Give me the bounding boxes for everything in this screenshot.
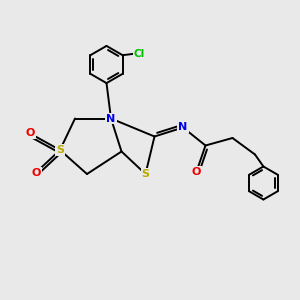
Text: N: N [106, 113, 116, 124]
Text: Cl: Cl [134, 49, 145, 59]
Text: O: O [25, 128, 35, 139]
Text: O: O [31, 167, 41, 178]
Text: S: S [142, 169, 149, 179]
Text: N: N [178, 122, 188, 133]
Text: O: O [192, 167, 201, 177]
Text: S: S [56, 145, 64, 155]
